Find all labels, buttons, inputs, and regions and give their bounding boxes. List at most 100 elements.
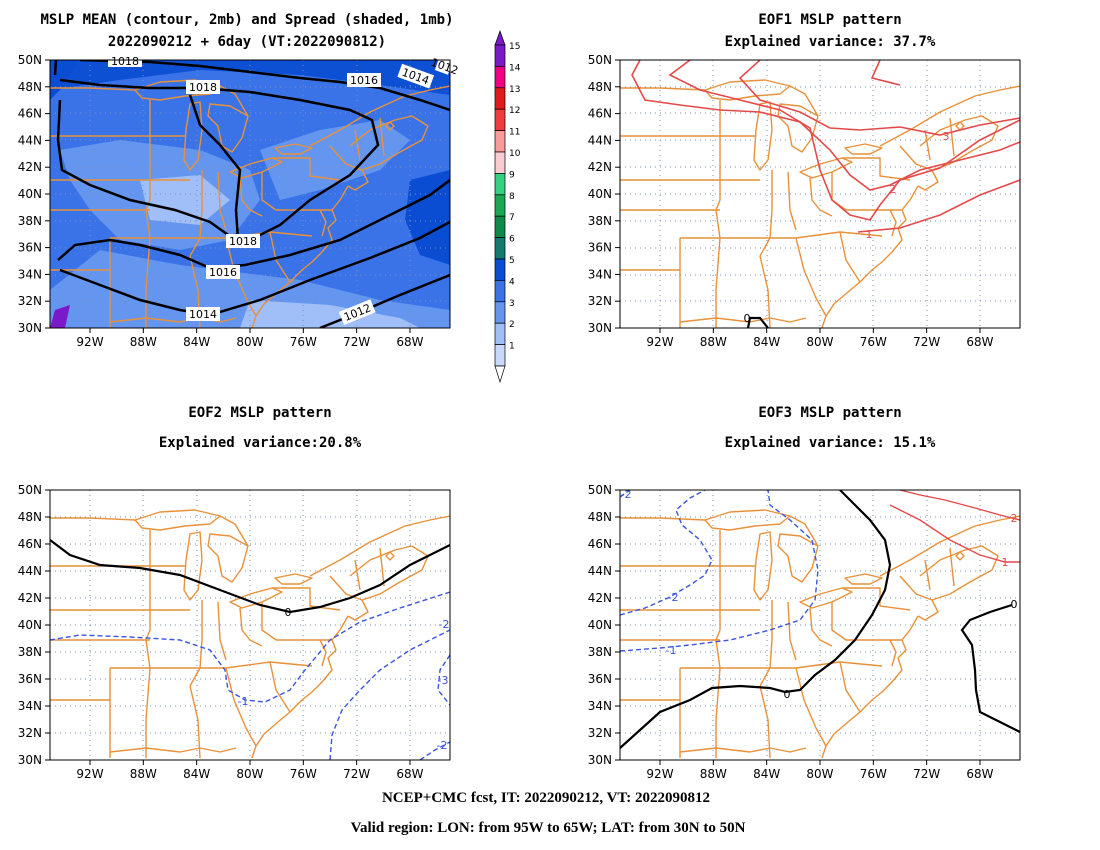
colorbar-label: 4 <box>509 277 515 287</box>
lat-tick-label: 40N <box>18 187 42 201</box>
panel-eof1: EOF1 MSLP pattern Explained variance: 37… <box>588 12 1021 349</box>
lon-tick-label: 68W <box>966 335 993 349</box>
lat-tick-label: 34N <box>588 699 612 713</box>
contour-label: 1016 <box>209 266 237 279</box>
colorbar-swatch <box>494 173 506 196</box>
lat-tick-label: 46N <box>588 537 612 551</box>
lat-tick-label: 38N <box>588 645 612 659</box>
lat-tick-label: 40N <box>18 618 42 632</box>
lon-tick-label: 84W <box>753 335 780 349</box>
lat-tick-label: 48N <box>588 510 612 524</box>
lat-tick-label: 32N <box>588 726 612 740</box>
lat-tick-label: 34N <box>18 267 42 281</box>
lon-tick-label: 80W <box>236 767 263 781</box>
panel-eof2: EOF2 MSLP pattern Explained variance:20.… <box>18 405 451 781</box>
lat-tick-label: 36N <box>18 241 42 255</box>
contour-label: 0 <box>1011 598 1018 611</box>
lat-tick-label: 50N <box>18 53 42 67</box>
panel-mslp-mean: MSLP MEAN (contour, 2mb) and Spread (sha… <box>18 12 460 349</box>
lon-tick-label: 84W <box>183 767 210 781</box>
lat-tick-label: 38N <box>18 645 42 659</box>
lat-tick-label: 36N <box>18 672 42 686</box>
colorbar-swatch <box>494 194 506 217</box>
colorbar-label: 6 <box>509 235 515 245</box>
lat-tick-label: 50N <box>18 483 42 497</box>
lat-tick-label: 44N <box>588 133 612 147</box>
lon-tick-label: 92W <box>76 767 103 781</box>
lat-tick-label: 30N <box>588 321 612 335</box>
lat-tick-label: 42N <box>588 591 612 605</box>
colorbar-swatch <box>494 322 506 345</box>
eof1-zero-contour <box>746 316 769 328</box>
eof3-positive-contours <box>889 490 1020 563</box>
eof2-zero-contour <box>50 539 450 614</box>
colorbar-swatch <box>494 108 506 131</box>
lon-tick-label: 92W <box>76 335 103 349</box>
lat-tick-label: 44N <box>588 564 612 578</box>
lat-tick-label: 46N <box>588 107 612 121</box>
contour-label: 1 <box>866 228 873 241</box>
panel4-subtitle: Explained variance: 15.1% <box>725 435 936 451</box>
eof3-negative-contours <box>620 490 819 652</box>
contour-label: 1 <box>1002 556 1009 569</box>
footer-valid-region: Valid region: LON: from 95W to 65W; LAT:… <box>351 820 746 836</box>
lat-tick-label: 30N <box>18 753 42 767</box>
colorbar-swatch <box>494 130 506 153</box>
colorbar-swatch <box>494 280 506 303</box>
contour-label: -2 <box>437 739 448 752</box>
colorbar-swatch <box>494 215 506 238</box>
lon-tick-label: 76W <box>290 767 317 781</box>
colorbar-swatch <box>494 151 506 174</box>
panel1-axis-ticks: 50N 48N 46N 44N 42N 40N 38N 36N 34N 32N 30N 92W 88W 8… <box>18 53 424 349</box>
eof1-contour-labels: 3 2 1 0 <box>744 130 950 325</box>
panel3-grid <box>50 490 450 760</box>
panel2-title: EOF1 MSLP pattern <box>758 12 901 28</box>
colorbar-label: 5 <box>509 256 515 266</box>
spread-colorbar: 15 14 13 12 11 10 9 8 7 6 5 4 3 2 1 <box>494 29 521 384</box>
colorbar-label: 13 <box>509 85 520 95</box>
contour-label: 3 <box>943 130 950 143</box>
lat-tick-label: 42N <box>588 160 612 174</box>
lon-tick-label: 72W <box>913 767 940 781</box>
lat-tick-label: 50N <box>588 483 612 497</box>
lat-tick-label: 50N <box>588 53 612 67</box>
lon-tick-label: 76W <box>860 767 887 781</box>
lat-tick-label: 48N <box>588 80 612 94</box>
panel4-axis-ticks: 50N 48N 46N 44N 42N 40N 38N 36N 34N 32N 30N 92W 88W 8… <box>588 483 994 781</box>
lon-tick-label: 72W <box>343 767 370 781</box>
contour-label: 2 <box>890 183 897 196</box>
lon-tick-label: 80W <box>236 335 263 349</box>
lat-tick-label: 46N <box>18 537 42 551</box>
colorbar-swatch <box>494 87 506 110</box>
lat-tick-label: 48N <box>18 510 42 524</box>
colorbar-label: 9 <box>509 170 515 180</box>
lat-tick-label: 38N <box>18 214 42 228</box>
lat-tick-label: 30N <box>588 753 612 767</box>
colorbar-label: 2 <box>509 320 515 330</box>
colorbar-label: 8 <box>509 192 515 202</box>
lon-tick-label: 72W <box>343 335 370 349</box>
colorbar-swatch <box>494 44 506 67</box>
lon-tick-label: 80W <box>806 335 833 349</box>
colorbar-swatch <box>494 237 506 260</box>
contour-label: 1014 <box>189 308 217 321</box>
contour-label: -2 <box>439 618 450 631</box>
lat-tick-label: 34N <box>588 267 612 281</box>
lat-tick-label: 40N <box>588 187 612 201</box>
panel3-title: EOF2 MSLP pattern <box>188 405 331 421</box>
lat-tick-label: 46N <box>18 107 42 121</box>
footer-forecast-info: NCEP+CMC fcst, IT: 2022090212, VT: 20220… <box>382 790 710 806</box>
panel2-axis-ticks: 50N 48N 46N 44N 42N 40N 38N 36N 34N 32N 30N 92W 88W 8… <box>588 53 994 349</box>
contour-labels: 1018 1018 1016 1014 1012 1018 1016 1014 … <box>108 55 460 326</box>
panel3-subtitle: Explained variance:20.8% <box>159 435 362 451</box>
lon-tick-label: 68W <box>396 335 423 349</box>
lon-tick-label: 88W <box>700 335 727 349</box>
lon-tick-label: 68W <box>396 767 423 781</box>
lat-tick-label: 32N <box>588 294 612 308</box>
lat-tick-label: 32N <box>18 294 42 308</box>
lon-tick-label: 68W <box>966 767 993 781</box>
lon-tick-label: 84W <box>753 767 780 781</box>
contour-label: 1018 <box>111 55 139 68</box>
lat-tick-label: 44N <box>18 133 42 147</box>
contour-label: 2 <box>1011 512 1018 525</box>
